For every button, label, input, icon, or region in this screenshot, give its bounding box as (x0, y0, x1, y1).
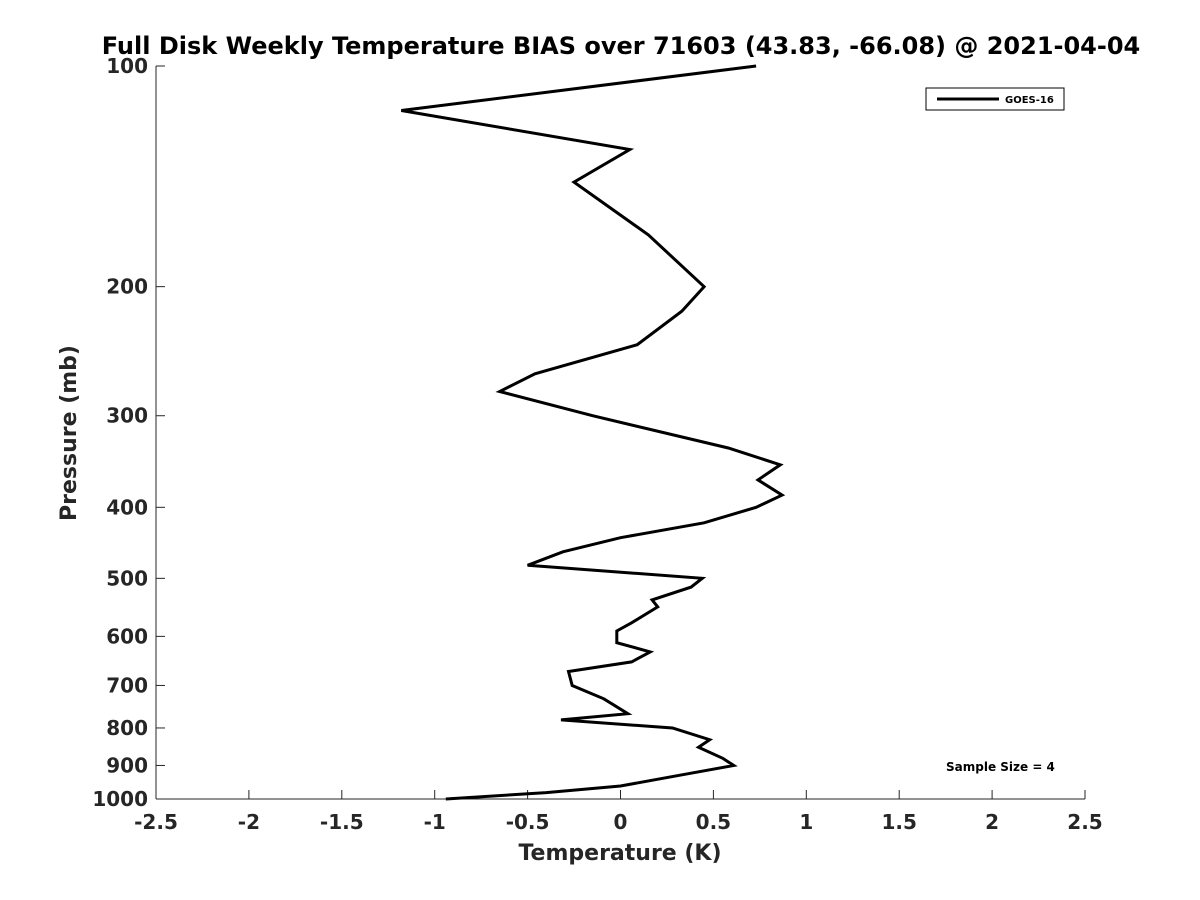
y-tick-label: 200 (106, 275, 148, 299)
legend: GOES-16 (925, 87, 1065, 111)
x-tick-label: -1 (424, 810, 446, 834)
y-tick-label: 800 (106, 716, 148, 740)
x-tick-label: -1.5 (320, 810, 364, 834)
x-tick-label: 1 (799, 810, 813, 834)
y-tick-label: 600 (106, 624, 148, 648)
series-line-goes16 (401, 64, 786, 801)
x-tick-label: 1.5 (881, 810, 916, 834)
x-tick-label: -0.5 (506, 810, 550, 834)
y-axis-label: Pressure (mb) (57, 345, 82, 521)
y-tick-label: 900 (106, 753, 148, 777)
y-tick-label: 1000 (92, 787, 148, 811)
legend-label: GOES-16 (1005, 95, 1054, 106)
x-tick-label: -2 (238, 810, 260, 834)
y-tick-label: 700 (106, 673, 148, 697)
chart-title: Full Disk Weekly Temperature BIAS over 7… (102, 32, 1141, 60)
x-tick-label: 0 (614, 810, 628, 834)
x-tick-label: 2 (985, 810, 999, 834)
x-tick-label: 0.5 (696, 810, 731, 834)
x-tick-group: -2.5 -2 -1.5 -1 -0.5 0 0.5 1 1.5 2 2.5 (134, 790, 1103, 834)
sample-size-annotation: Sample Size = 4 (946, 760, 1055, 774)
x-tick-label: 2.5 (1067, 810, 1102, 834)
x-tick-label: -2.5 (134, 810, 178, 834)
y-tick-label: 100 (106, 54, 148, 78)
y-tick-label: 300 (106, 404, 148, 428)
y-tick-group: 100 200 300 400 500 600 700 800 900 1000 (92, 54, 165, 811)
y-tick-label: 400 (106, 495, 148, 519)
x-axis-label: Temperature (K) (518, 841, 721, 866)
y-tick-label: 500 (106, 566, 148, 590)
